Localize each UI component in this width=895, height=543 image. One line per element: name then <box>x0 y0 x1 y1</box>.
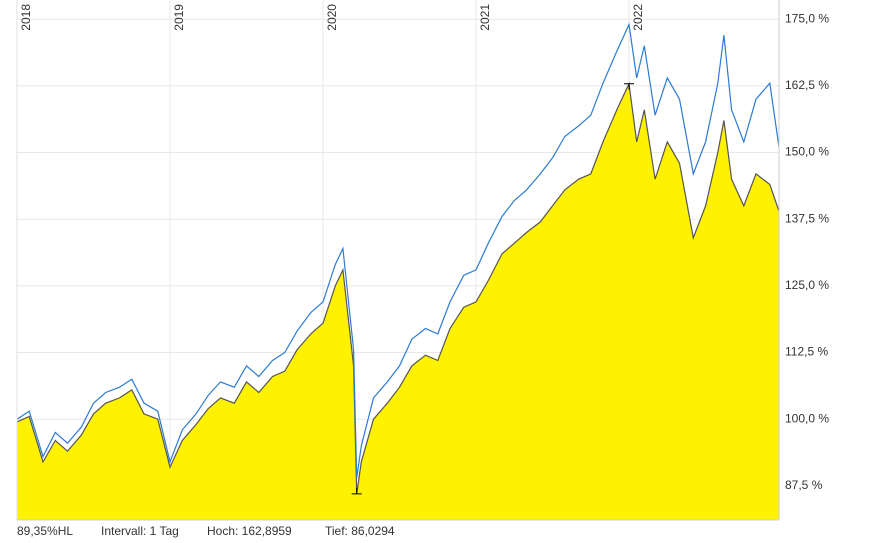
x-tick-label: 2021 <box>478 4 492 31</box>
y-tick-label: 87,5 % <box>785 478 823 492</box>
y-tick-label: 137,5 % <box>785 211 829 225</box>
footer-text: Tief: 86,0294 <box>325 524 395 538</box>
line <box>16 22 780 478</box>
x-tick-label: 2019 <box>172 4 186 31</box>
footer-text: 89,35%HL <box>17 524 73 538</box>
line <box>16 81 780 494</box>
x-tick-label: 2018 <box>19 4 33 31</box>
y-tick-label: 175,0 % <box>785 11 829 25</box>
footer-text: Hoch: 162,8959 <box>207 524 292 538</box>
y-tick-label: 162,5 % <box>785 78 829 92</box>
y-tick-label: 100,0 % <box>785 411 829 425</box>
x-tick-label: 2020 <box>325 4 339 31</box>
x-tick-label: 2022 <box>631 4 645 31</box>
y-tick-label: 150,0 % <box>785 145 829 159</box>
y-tick-label: 125,0 % <box>785 278 829 292</box>
area <box>17 83 779 520</box>
y-tick-label: 112,5 % <box>785 345 828 359</box>
footer-text: Intervall: 1 Tag <box>101 524 179 538</box>
